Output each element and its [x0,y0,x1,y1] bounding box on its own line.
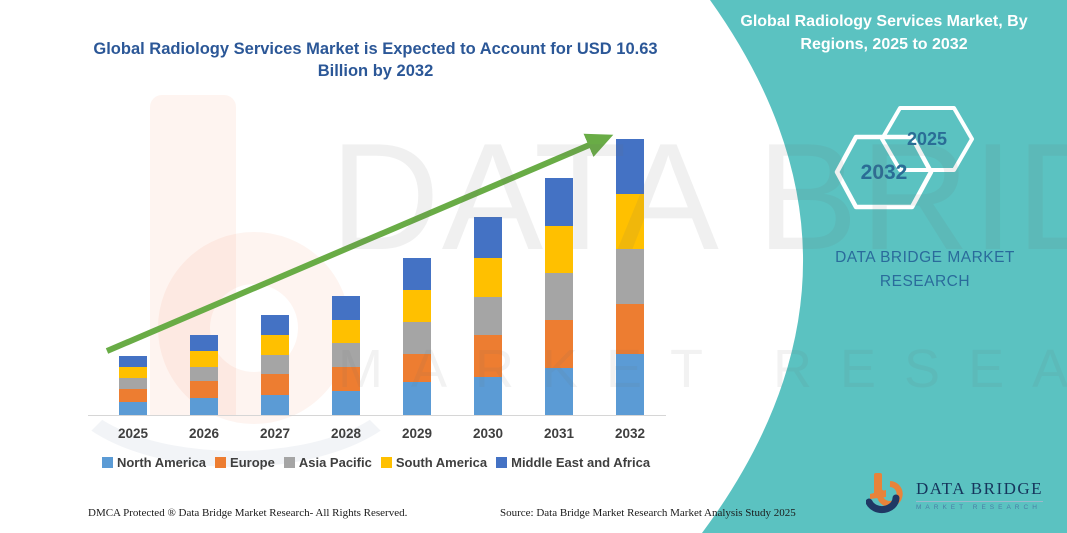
x-axis-label-2029: 2029 [401,426,433,441]
hexagon-year-badges: 2025 2032 [834,106,974,210]
bar-segment-2025-north-america [119,401,147,416]
bar-segment-2031-middle-east-and-africa [545,178,573,226]
legend-swatch-north-america [101,457,113,468]
legend-label: Europe [230,455,275,470]
bar-segment-2031-asia-pacific [545,273,573,321]
bar-segment-2026-europe [190,381,218,398]
bar-segment-2032-south-america [616,193,644,250]
legend-label: North America [116,455,207,470]
x-axis-label-2025: 2025 [117,426,149,441]
bar-segment-2029-south-america [403,289,431,323]
bar-segment-2027-middle-east-and-africa [261,315,289,335]
bar-segment-2027-north-america [261,394,289,415]
bar-segment-2030-north-america [474,377,502,415]
x-axis-label-2032: 2032 [614,426,646,441]
dbmr-logo-icon [866,473,903,514]
hexagon-2032 [834,134,934,210]
x-axis-label-2028: 2028 [330,426,362,441]
bar-segment-2027-asia-pacific [261,354,289,374]
stacked-bar-2025 [119,356,147,416]
bar-segment-2028-north-america [332,391,360,415]
legend-swatch-south-america [380,457,392,468]
bar-segment-2030-south-america [474,257,502,297]
legend-item-north-america: North America [101,455,207,470]
bar-segment-2031-south-america [545,225,573,274]
bar-segment-2028-europe [332,367,360,392]
legend-item-south-america: South America [380,455,488,470]
legend-swatch-europe [215,457,227,468]
stacked-bar-2028 [332,296,360,415]
dbmr-logo-subtitle: MARKET RESEARCH [916,504,1041,511]
dbmr-logo-rule [916,501,1044,502]
dbmr-logo-text: DATA BRIDGE MARKET RESEARCH [916,479,1044,511]
hexagon-2025-label: 2025 [907,129,947,149]
dbmr-logo-name: DATA BRIDGE [916,479,1044,498]
x-axis-label-2031: 2031 [543,426,575,441]
bar-segment-2030-europe [474,335,502,378]
x-axis-label-2030: 2030 [472,426,504,441]
bar-segment-2026-middle-east-and-africa [190,335,218,352]
x-axis-label-2027: 2027 [259,426,291,441]
bar-segment-2031-north-america [545,368,573,415]
bar-segment-2028-south-america [332,319,360,343]
source-footer-text: Source: Data Bridge Market Research Mark… [500,507,796,519]
bar-segment-2030-asia-pacific [474,296,502,336]
legend-item-europe: Europe [215,455,275,470]
x-axis-label-2026: 2026 [188,426,220,441]
chart-title: Global Radiology Services Market is Expe… [93,40,658,81]
dmca-footer-text: DMCA Protected ® Data Bridge Market Rese… [88,507,408,519]
bar-segment-2028-middle-east-and-africa [332,296,360,320]
dbmr-logo: DATA BRIDGE MARKET RESEARCH [866,472,1044,518]
panel-brand-text: DATA BRIDGE MARKET RESEARCH [780,246,1067,294]
panel-title: Global Radiology Services Market, By Reg… [740,13,1028,54]
legend-label: Asia Pacific [298,455,372,470]
bar-segment-2032-europe [616,304,644,354]
bar-segment-2029-europe [403,353,431,383]
panel-brand-line1: DATA BRIDGE MARKET [835,249,1015,266]
bar-segment-2032-middle-east-and-africa [616,138,644,194]
bar-segment-2026-asia-pacific [190,366,218,382]
stacked-bar-2026 [190,335,218,416]
stacked-bar-2031 [545,178,573,415]
bar-segment-2029-middle-east-and-africa [403,257,431,290]
bar-segment-2026-south-america [190,351,218,367]
bar-segment-2029-north-america [403,382,431,415]
bar-segment-2025-south-america [119,366,147,378]
panel-brand-line2: RESEARCH [879,273,971,291]
legend-item-asia-pacific: Asia Pacific [283,455,372,470]
trend-arrow-line [105,133,614,354]
x-axis-line [88,415,666,416]
bar-segment-2025-middle-east-and-africa [119,356,147,367]
bar-segment-2027-europe [261,373,289,395]
legend-item-middle-east-and-africa: Middle East and Africa [496,455,650,470]
bar-segment-2025-europe [119,389,147,402]
bar-segment-2030-middle-east-and-africa [474,217,502,258]
teal-panel-shape [702,0,1067,533]
bar-segment-2031-europe [545,320,573,369]
hexagon-2032-label: 2032 [861,161,908,184]
stacked-bar-2027 [261,315,289,415]
bar-segment-2032-north-america [616,353,644,415]
legend-swatch-asia-pacific [283,457,295,468]
legend-label: South America [395,455,488,470]
bar-segment-2032-asia-pacific [616,249,644,305]
bar-segment-2025-asia-pacific [119,377,147,390]
stacked-bar-2029 [403,257,431,415]
chart-legend: North America Europe Asia Pacific South Ame… [80,455,672,470]
stacked-bar-2030 [474,217,502,415]
bar-segment-2029-asia-pacific [403,322,431,354]
legend-swatch-middle-east-and-africa [496,457,508,468]
bar-segment-2028-asia-pacific [332,343,360,368]
bar-segment-2026-north-america [190,397,218,416]
legend-label: Middle East and Africa [511,455,651,470]
stacked-bar-2032 [616,138,644,415]
bar-segment-2027-south-america [261,334,289,355]
